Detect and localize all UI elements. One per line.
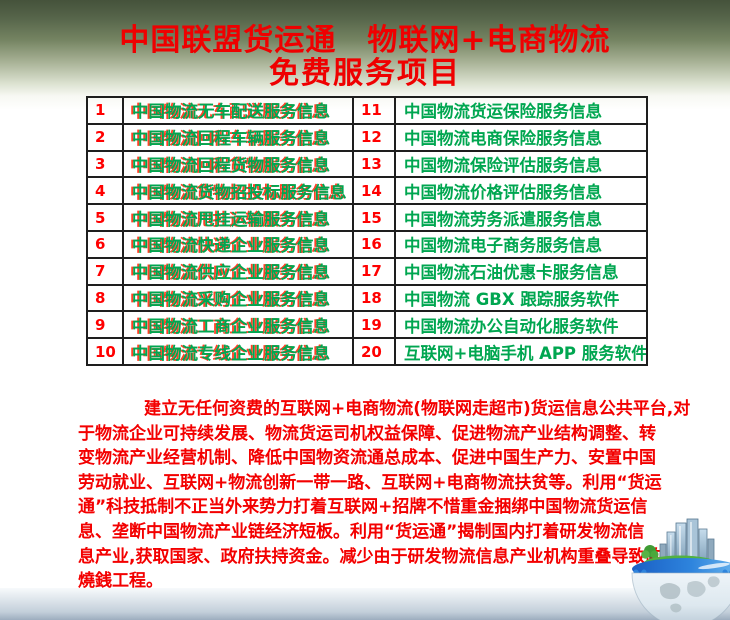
paragraph-line: 于物流企业可持续发展、物流货运司机权益保障、促进物流产业结构调整、转 [78, 423, 656, 444]
globe-bowl [631, 572, 730, 620]
service-table-body: 1 中国物流无车配送服务信息 11 中国物流货运保险服务信息 2 中国物流回程车辆服务信息… [86, 96, 648, 366]
table-row: 1 中国物流无车配送服务信息 11 中国物流货运保险服务信息 [86, 96, 648, 125]
table-row: 6 中国物流快递企业服务信息 16 中国物流电子商务服务信息 [86, 229, 648, 259]
row-number-right: 15 [352, 203, 396, 232]
row-number-right: 11 [352, 96, 396, 125]
service-table-container: 1 中国物流无车配送服务信息 11 中国物流货运保险服务信息 2 中国物流回程车辆服务信息… [86, 96, 648, 366]
row-number-right: 18 [352, 283, 396, 313]
bottom-horizon-band [0, 588, 730, 620]
paragraph-line: 息、垄断中国物流产业链经济短板。利用“货运通”揭制国内打着研发物流信 [78, 521, 645, 542]
table-row: 8 中国物流采购企业服务信息 18 中国物流 GBX 跟踪服务软件 [86, 283, 648, 313]
service-link-left[interactable]: 中国物流甩挂运输服务信息 [122, 203, 354, 232]
row-number-right: 20 [352, 337, 396, 366]
service-link-left[interactable]: 中国物流快递企业服务信息 [122, 229, 354, 259]
row-number-left: 10 [86, 337, 124, 366]
skyscrapers [659, 518, 715, 565]
table-row: 2 中国物流回程车辆服务信息 12 中国物流电商保险服务信息 [86, 122, 648, 152]
row-number-right: 12 [352, 122, 396, 152]
service-link-left[interactable]: 中国物流采购企业服务信息 [122, 283, 354, 313]
title-line-1: 中国联盟货运通 物联网+电商物流 [119, 23, 611, 58]
service-link-right[interactable]: 中国物流保险评估服务信息 [394, 149, 648, 179]
service-link-right[interactable]: 中国物流劳务派遣服务信息 [394, 203, 648, 232]
service-link-right[interactable]: 中国物流货运保险服务信息 [394, 96, 648, 125]
row-number-right: 13 [352, 149, 396, 179]
row-number-left: 9 [86, 310, 124, 340]
paragraph-line: 劳动就业、互联网+物流创新一带一路、互联网+电商物流扶贫等。利用“货运 [78, 472, 662, 493]
globe-city-image [626, 517, 730, 620]
title-line-2: 免费服务项目 [269, 56, 461, 91]
paragraph-line: 通”科技抵制不正当外来势力打着互联网+招牌不惜重金捆绑中国物流货运信 [78, 497, 648, 518]
service-link-right[interactable]: 中国物流电子商务服务信息 [394, 229, 648, 259]
row-number-left: 3 [86, 149, 124, 179]
service-table: 1 中国物流无车配送服务信息 11 中国物流货运保险服务信息 2 中国物流回程车辆服务信息… [86, 96, 648, 366]
service-link-right[interactable]: 中国物流 GBX 跟踪服务软件 [394, 283, 648, 313]
row-number-right: 19 [352, 310, 396, 340]
service-link-left[interactable]: 中国物流无车配送服务信息 [122, 96, 354, 125]
service-link-left[interactable]: 中国物流专线企业服务信息 [122, 337, 354, 366]
row-number-left: 2 [86, 122, 124, 152]
row-number-left: 1 [86, 96, 124, 125]
table-row: 3 中国物流回程货物服务信息 13 中国物流保险评估服务信息 [86, 149, 648, 179]
service-link-left[interactable]: 中国物流货物招投标服务信息 [122, 176, 354, 206]
paragraph-line: 建立无任何资费的互联网+电商物流(物联网走超市)货运信息公共平台,对 [144, 399, 691, 419]
paragraph-line: 息产业,获取国家、政府扶持资金。减少由于研发物流信息产业机构重叠导致的 [78, 546, 663, 567]
row-number-left: 7 [86, 256, 124, 286]
table-row: 4 中国物流货物招投标服务信息 14 中国物流价格评估服务信息 [86, 176, 648, 206]
row-number-right: 17 [352, 256, 396, 286]
service-link-right[interactable]: 互联网+电脑手机 APP 服务软件 [394, 337, 648, 366]
service-link-left[interactable]: 中国物流回程货物服务信息 [122, 149, 354, 179]
service-link-left[interactable]: 中国物流供应企业服务信息 [122, 256, 354, 286]
table-row: 9 中国物流工商企业服务信息 19 中国物流办公自动化服务软件 [86, 310, 648, 340]
service-link-right[interactable]: 中国物流价格评估服务信息 [394, 176, 648, 206]
row-number-left: 8 [86, 283, 124, 313]
service-link-right[interactable]: 中国物流石油优惠卡服务信息 [394, 256, 648, 286]
paragraph-line: 燒銭工程。 [78, 571, 163, 592]
paragraph-line: 变物流产业经营机制、降低中国物资流通总成本、促进中国生产力、安置中国 [78, 448, 656, 469]
description-paragraph: 建立无任何资费的互联网+电商物流(物联网走超市)货运信息公共平台,对于物流企业可… [78, 397, 691, 594]
table-row: 7 中国物流供应企业服务信息 17 中国物流石油优惠卡服务信息 [86, 256, 648, 286]
service-link-right[interactable]: 中国物流电商保险服务信息 [394, 122, 648, 152]
row-number-right: 14 [352, 176, 396, 206]
row-number-left: 6 [86, 229, 124, 259]
row-number-right: 16 [352, 229, 396, 259]
globe-city-svg [631, 518, 730, 620]
row-number-left: 5 [86, 203, 124, 232]
table-row: 5 中国物流甩挂运输服务信息 15 中国物流劳务派遣服务信息 [86, 203, 648, 232]
service-link-left[interactable]: 中国物流工商企业服务信息 [122, 310, 354, 340]
row-number-left: 4 [86, 176, 124, 206]
page-title: 中国联盟货运通 物联网+电商物流 免费服务项目 [0, 24, 730, 90]
service-link-right[interactable]: 中国物流办公自动化服务软件 [394, 310, 648, 340]
service-link-left[interactable]: 中国物流回程车辆服务信息 [122, 122, 354, 152]
table-row: 10 中国物流专线企业服务信息 20 互联网+电脑手机 APP 服务软件 [86, 337, 648, 366]
